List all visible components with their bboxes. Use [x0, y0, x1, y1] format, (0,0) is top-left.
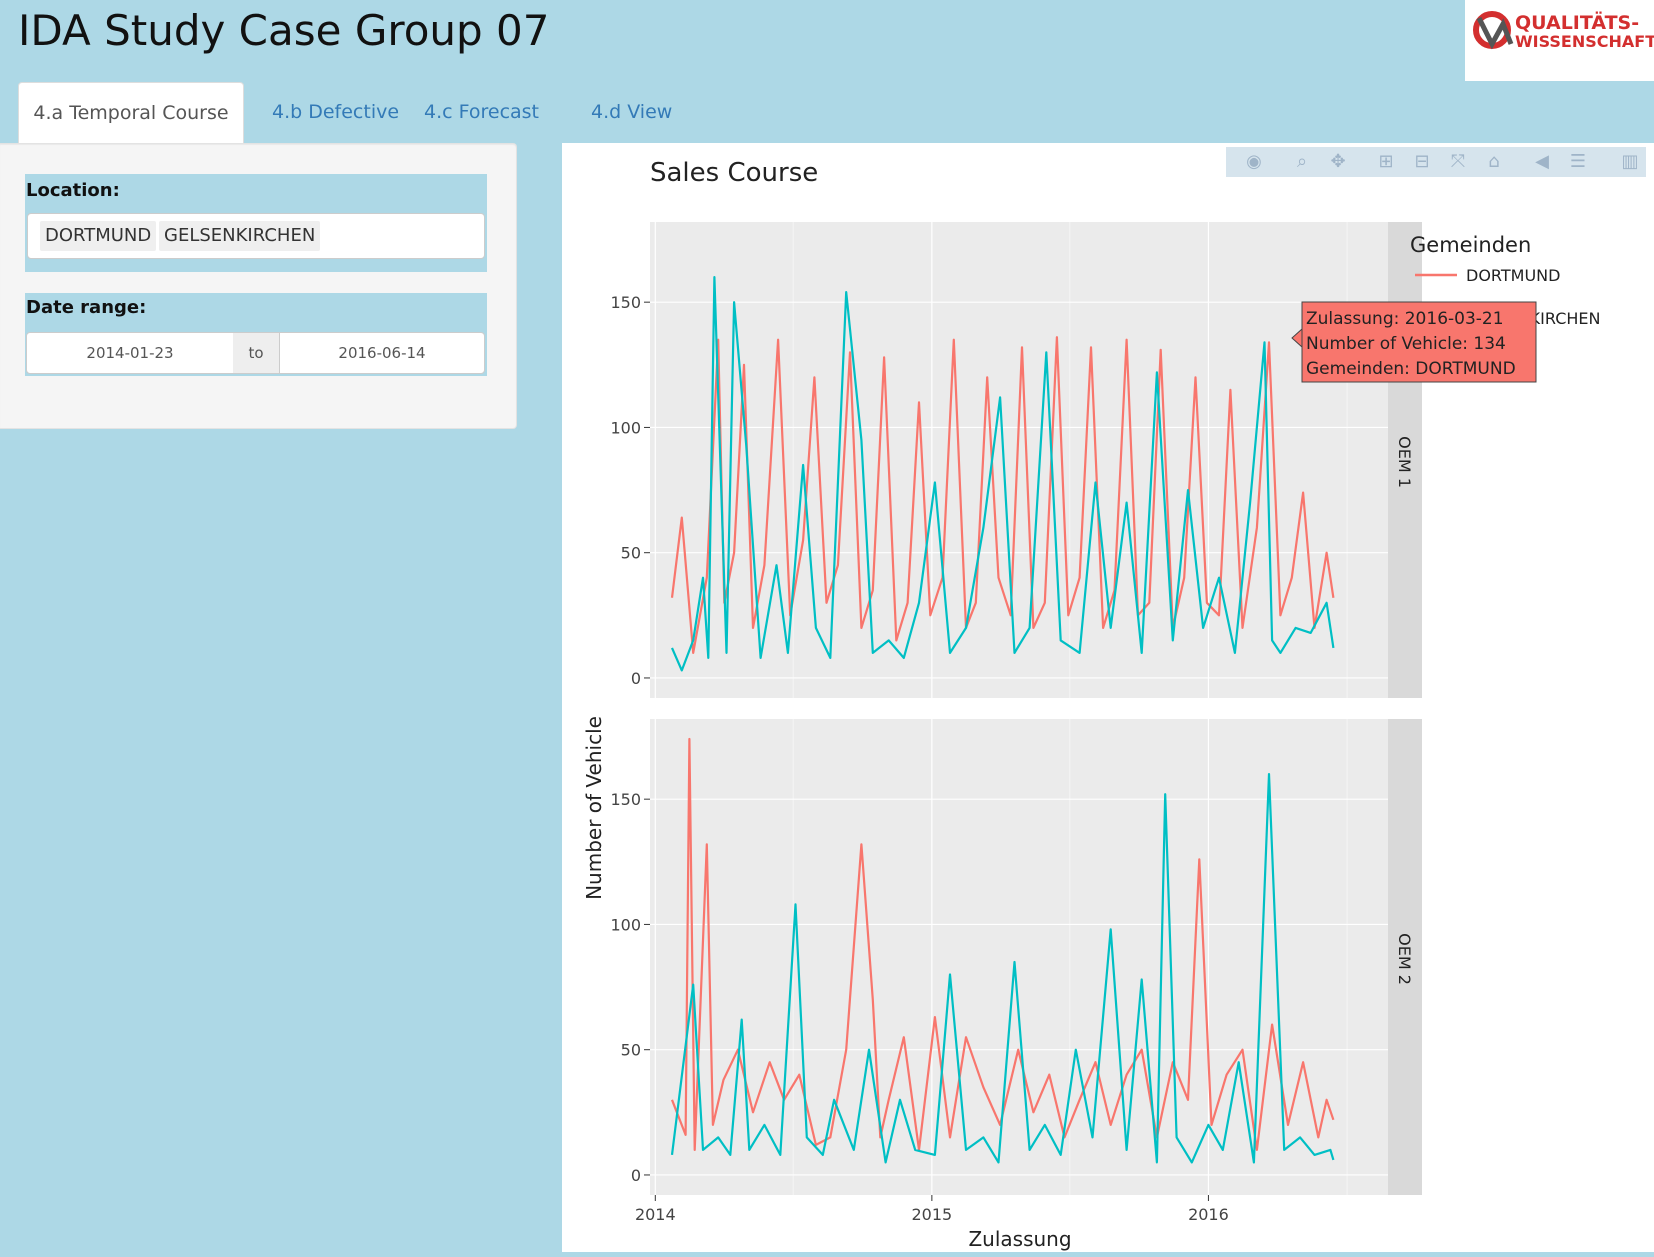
y-tick-label: 0: [631, 669, 641, 688]
logo: QUALITÄTS- WISSENSCHAFT: [1465, 0, 1654, 81]
zoom-icon[interactable]: ⌕: [1296, 151, 1308, 172]
y-tick-label: 150: [610, 790, 641, 809]
legend-title: Gemeinden: [1410, 233, 1531, 257]
series-line-dortmund: [670, 737, 1335, 1152]
facet-strip: [1388, 222, 1422, 698]
date-range-control: Date range: 2014-01-23 to 2016-06-14: [25, 293, 487, 376]
logo-line1: QUALITÄTS-: [1515, 10, 1639, 34]
location-select[interactable]: DORTMUND GELSENKIRCHEN: [27, 213, 485, 259]
y-tick-label: 0: [631, 1166, 641, 1185]
facet-strip-label: OEM 1: [1395, 436, 1414, 488]
plot-modebar: ◉ ⌕ ✥ ⊞ ⊟ ⤧ ⌂ ◀ ☰ ▥: [1226, 147, 1646, 177]
y-tick-label: 100: [610, 418, 641, 437]
panel-background: [650, 222, 1388, 698]
hover-tooltip: Zulassung: 2016-03-21 Number of Vehicle:…: [1291, 301, 1537, 383]
location-chip-dortmund[interactable]: DORTMUND: [40, 221, 157, 251]
x-tick-label: 2014: [635, 1205, 676, 1224]
y-tick-label: 100: [610, 915, 641, 934]
x-tick-label: 2015: [912, 1205, 953, 1224]
tab-view[interactable]: 4.d View: [591, 101, 673, 123]
tab-temporal-course[interactable]: 4.a Temporal Course: [18, 82, 244, 145]
x-tick-label: 2016: [1188, 1205, 1229, 1224]
location-chip-gelsenkirchen[interactable]: GELSENKIRCHEN: [159, 221, 321, 251]
location-label: Location:: [26, 180, 120, 201]
plot-panel: Sales Course 0 50 100 150 OEM 1 0 50 100 150 OEM …: [562, 143, 1654, 1252]
series-line-gelsenkirchen: [670, 276, 1335, 672]
date-range-label: Date range:: [26, 297, 147, 318]
date-start-input[interactable]: 2014-01-23: [26, 332, 234, 374]
tab-forecast[interactable]: 4.c Forecast: [424, 101, 540, 123]
series-line-dortmund: [670, 336, 1335, 654]
y-tick-label: 150: [610, 293, 641, 312]
series-line-gelsenkirchen: [670, 772, 1335, 1164]
chart-title: Sales Course: [650, 158, 818, 188]
autoscale-icon[interactable]: ⤧: [1450, 151, 1466, 172]
app-title: IDA Study Case Group 07: [18, 6, 550, 55]
tooltip-line-date: Zulassung: 2016-03-21: [1306, 309, 1504, 329]
y-tick-label: 50: [621, 1041, 641, 1060]
hover-closest-icon[interactable]: ◀: [1535, 151, 1549, 172]
plotly-logo-icon[interactable]: ▥: [1621, 151, 1639, 172]
sidebar-panel: Location: DORTMUND GELSENKIRCHEN Date ra…: [0, 143, 517, 429]
y-axis-title: Number of Vehicle: [582, 716, 606, 900]
zoom-in-icon[interactable]: ⊞: [1378, 151, 1394, 172]
hover-compare-icon[interactable]: ☰: [1569, 151, 1587, 172]
sales-course-chart[interactable]: Sales Course 0 50 100 150 OEM 1 0 50 100 150 OEM …: [562, 143, 1654, 1252]
tooltip-line-group: Gemeinden: DORTMUND: [1306, 359, 1516, 379]
location-control: Location: DORTMUND GELSENKIRCHEN: [25, 174, 487, 272]
logo-line2: WISSENSCHAFT: [1515, 32, 1654, 51]
tooltip-line-value: Number of Vehicle: 134: [1306, 334, 1506, 354]
zoom-out-icon[interactable]: ⊟: [1414, 151, 1430, 172]
tab-defective[interactable]: 4.b Defective: [272, 101, 400, 123]
facet-strip-label: OEM 2: [1395, 933, 1414, 985]
x-axis-title: Zulassung: [968, 1227, 1071, 1251]
y-tick-label: 50: [621, 544, 641, 563]
date-end-input[interactable]: 2016-06-14: [279, 332, 485, 374]
legend-item-dortmund[interactable]: DORTMUND: [1466, 266, 1560, 285]
date-separator: to: [233, 332, 279, 374]
pan-icon[interactable]: ✥: [1330, 151, 1346, 172]
reset-axes-icon[interactable]: ⌂: [1488, 151, 1500, 172]
camera-icon[interactable]: ◉: [1246, 151, 1262, 172]
facet-strip: [1388, 719, 1422, 1195]
panel-background: [650, 719, 1388, 1195]
qw-logo-icon: QUALITÄTS- WISSENSCHAFT: [1473, 10, 1654, 51]
